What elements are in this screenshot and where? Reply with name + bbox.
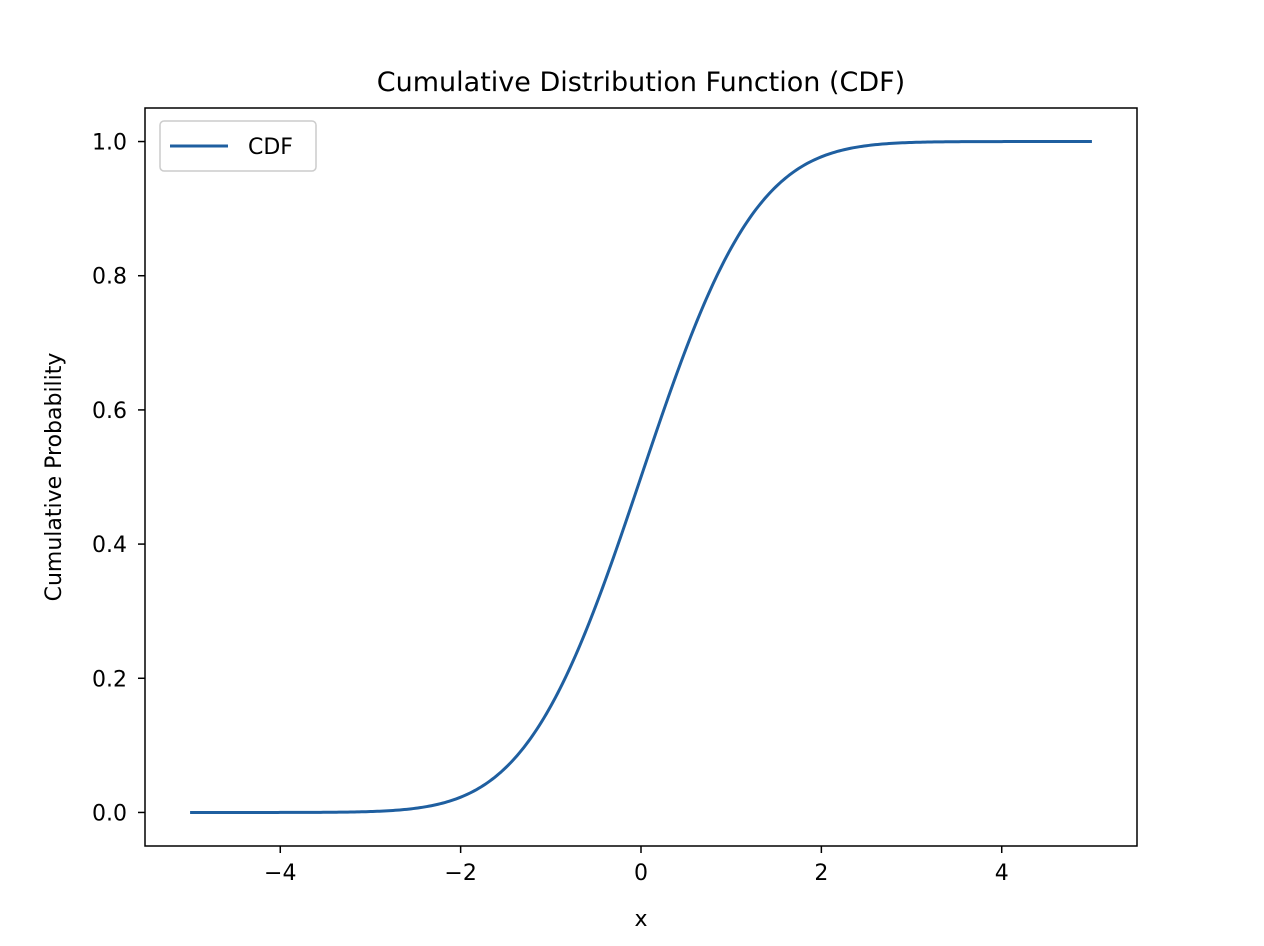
y-tick-label: 0.4 bbox=[92, 533, 127, 558]
y-tick-label: 0.0 bbox=[92, 801, 127, 826]
series-point bbox=[368, 810, 372, 814]
series-point bbox=[729, 246, 733, 250]
series-point bbox=[571, 658, 575, 662]
y-axis: 0.0 0.2 0.4 0.6 0.8 1.0 bbox=[92, 131, 145, 826]
series-point bbox=[1000, 140, 1004, 144]
series-point bbox=[323, 810, 327, 814]
y-tick-label: 1.0 bbox=[92, 131, 127, 156]
series-point bbox=[1045, 140, 1049, 144]
chart-title: Cumulative Distribution Function (CDF) bbox=[377, 67, 905, 98]
series-point bbox=[526, 740, 530, 744]
series-point bbox=[436, 802, 440, 806]
x-tick-label: 0 bbox=[634, 861, 648, 886]
series-point bbox=[549, 704, 553, 708]
x-axis: −4 −2 0 2 4 bbox=[264, 846, 1009, 886]
legend-box bbox=[159, 120, 317, 172]
legend: CDF bbox=[159, 120, 317, 172]
series-point bbox=[774, 184, 778, 188]
x-tick-label: −2 bbox=[444, 861, 476, 886]
y-axis-label: Cumulative Probability bbox=[42, 353, 67, 602]
series-point bbox=[864, 144, 868, 148]
x-tick-label: 2 bbox=[814, 861, 828, 886]
series-point bbox=[797, 166, 801, 170]
series-points bbox=[188, 140, 1094, 815]
series-point bbox=[481, 784, 485, 788]
series-point bbox=[662, 409, 666, 413]
x-tick-label: 4 bbox=[995, 861, 1009, 886]
y-tick-label: 0.8 bbox=[92, 265, 127, 290]
series-point bbox=[684, 347, 688, 351]
series-point bbox=[594, 603, 598, 607]
y-tick-label: 0.6 bbox=[92, 399, 127, 424]
series-point bbox=[639, 475, 643, 479]
x-axis-label: x bbox=[634, 907, 647, 932]
series-point bbox=[955, 140, 959, 144]
legend-label-cdf: CDF bbox=[248, 135, 293, 160]
series-point bbox=[233, 810, 237, 814]
series-point bbox=[707, 292, 711, 296]
series-point bbox=[910, 140, 914, 144]
series-point bbox=[278, 810, 282, 814]
y-tick-label: 0.2 bbox=[92, 667, 127, 692]
series-point bbox=[842, 148, 846, 152]
series-line-cdf bbox=[190, 140, 1092, 814]
series-point bbox=[459, 795, 463, 799]
x-tick-label: −4 bbox=[264, 861, 296, 886]
series-point bbox=[504, 766, 508, 770]
series-point bbox=[752, 210, 756, 214]
series-point bbox=[616, 541, 620, 545]
series-point bbox=[188, 810, 192, 814]
series-point bbox=[1090, 140, 1094, 144]
series-point bbox=[414, 806, 418, 810]
series-point bbox=[819, 155, 823, 159]
